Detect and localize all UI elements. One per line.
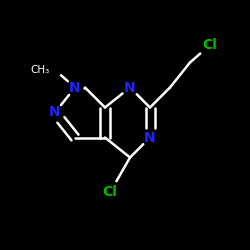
Text: N: N xyxy=(124,80,136,94)
Text: CH₃: CH₃ xyxy=(31,65,50,75)
Text: Cl: Cl xyxy=(202,38,218,52)
Text: Cl: Cl xyxy=(102,186,118,200)
Text: N: N xyxy=(69,80,81,94)
Text: N: N xyxy=(49,106,61,120)
Text: N: N xyxy=(144,130,156,144)
